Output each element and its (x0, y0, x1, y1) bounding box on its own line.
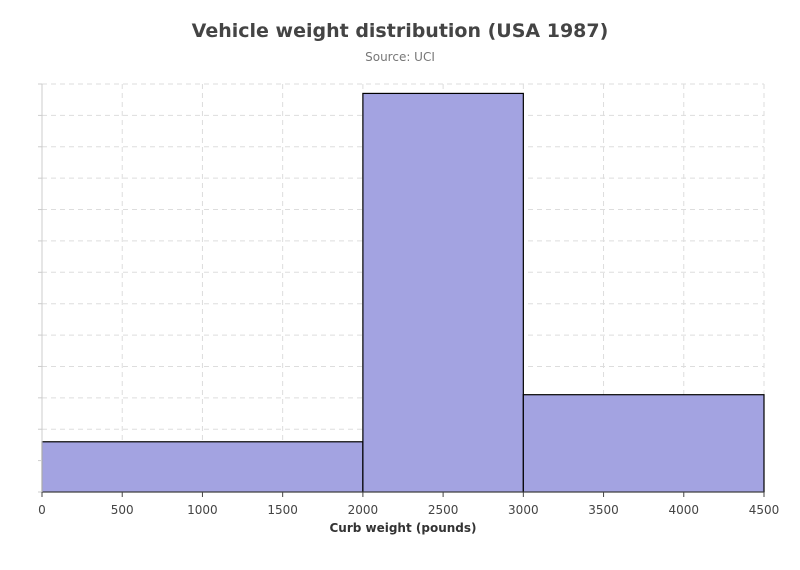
tick-labels: 0 500 1000 1500 2000 2500 3000 3500 4000 4500 (38, 503, 779, 517)
chart-subtitle: Source: UCI (365, 50, 435, 64)
x-tick-label: 500 (111, 503, 134, 517)
x-tick-label: 3500 (588, 503, 619, 517)
x-tick-label: 1500 (267, 503, 298, 517)
histogram-bar-1 (41, 441, 364, 493)
histogram-bar-2 (362, 92, 524, 493)
histogram-bars (41, 92, 765, 493)
x-tick-label: 2000 (348, 503, 379, 517)
x-axis-title: Curb weight (pounds) (329, 521, 476, 535)
chart-title: Vehicle weight distribution (USA 1987) (191, 20, 609, 42)
histogram-bar-3 (522, 394, 765, 493)
x-tick-label: 2500 (428, 503, 459, 517)
x-tick-label: 3000 (508, 503, 539, 517)
axes (38, 83, 765, 497)
x-tick-label: 4500 (749, 503, 780, 517)
x-tick-label: 4000 (669, 503, 700, 517)
x-tick-label: 0 (38, 503, 46, 517)
x-tick-label: 1000 (187, 503, 218, 517)
